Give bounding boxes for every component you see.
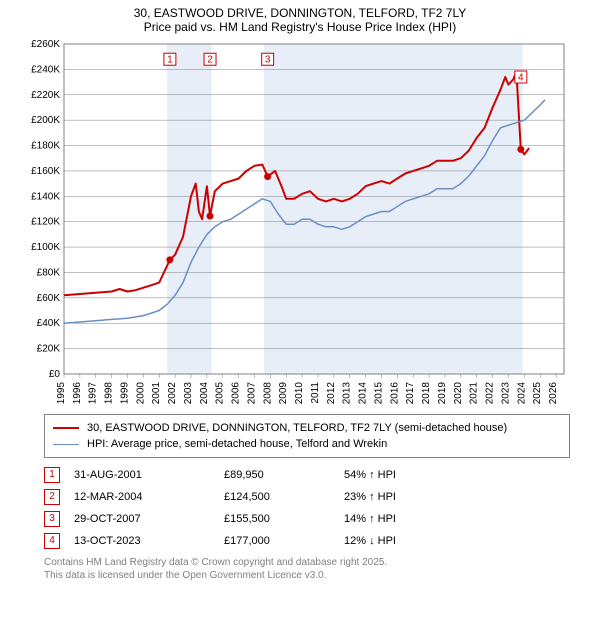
svg-text:1995: 1995 — [56, 382, 67, 405]
footer-line1: Contains HM Land Registry data © Crown c… — [44, 556, 570, 569]
svg-text:£100K: £100K — [31, 242, 60, 253]
svg-text:£140K: £140K — [31, 191, 60, 202]
marker-badge: 3 — [44, 511, 60, 527]
svg-text:2016: 2016 — [389, 382, 400, 405]
svg-text:2002: 2002 — [167, 382, 178, 405]
marker-date: 29-OCT-2007 — [74, 513, 224, 525]
svg-text:2022: 2022 — [485, 382, 496, 405]
marker-badge: 1 — [44, 467, 60, 483]
marker-price: £89,950 — [224, 469, 344, 481]
marker-date: 13-OCT-2023 — [74, 535, 224, 547]
marker-date: 12-MAR-2004 — [74, 491, 224, 503]
svg-text:£260K: £260K — [31, 39, 60, 50]
svg-text:£120K: £120K — [31, 217, 60, 228]
svg-text:2010: 2010 — [294, 382, 305, 405]
marker-price: £177,000 — [224, 535, 344, 547]
svg-text:2012: 2012 — [326, 382, 337, 405]
svg-text:2018: 2018 — [421, 382, 432, 405]
svg-text:£200K: £200K — [31, 115, 60, 126]
svg-text:£0: £0 — [49, 369, 61, 380]
svg-text:£220K: £220K — [31, 90, 60, 101]
legend-swatch-hpi — [53, 444, 79, 445]
svg-text:2023: 2023 — [500, 382, 511, 405]
svg-text:2004: 2004 — [199, 382, 210, 405]
svg-text:1996: 1996 — [72, 382, 83, 405]
legend-label-hpi: HPI: Average price, semi-detached house,… — [87, 436, 387, 452]
svg-text:2006: 2006 — [231, 382, 242, 405]
marker-row: 2 12-MAR-2004 £124,500 23% ↑ HPI — [44, 486, 570, 508]
svg-text:2024: 2024 — [516, 382, 527, 405]
marker-price: £155,500 — [224, 513, 344, 525]
footer: Contains HM Land Registry data © Crown c… — [44, 556, 570, 582]
svg-text:2013: 2013 — [342, 382, 353, 405]
svg-text:2009: 2009 — [278, 382, 289, 405]
svg-text:2019: 2019 — [437, 382, 448, 405]
marker-delta: 54% ↑ HPI — [344, 469, 570, 481]
legend-box: 30, EASTWOOD DRIVE, DONNINGTON, TELFORD,… — [44, 414, 570, 458]
marker-delta: 12% ↓ HPI — [344, 535, 570, 547]
marker-date: 31-AUG-2001 — [74, 469, 224, 481]
marker-row: 4 13-OCT-2023 £177,000 12% ↓ HPI — [44, 530, 570, 552]
svg-text:£160K: £160K — [31, 166, 60, 177]
marker-delta: 14% ↑ HPI — [344, 513, 570, 525]
svg-text:2021: 2021 — [469, 382, 480, 405]
marker-badge: 4 — [44, 533, 60, 549]
svg-text:1999: 1999 — [119, 382, 130, 405]
svg-text:2005: 2005 — [215, 382, 226, 405]
svg-text:1998: 1998 — [104, 382, 115, 405]
price-vs-hpi-chart: £0 £20K £40K £60K £80K £100K £120K £140K £160K £1… — [20, 38, 580, 408]
marker-badge: 2 — [44, 489, 60, 505]
svg-text:2014: 2014 — [358, 382, 369, 405]
marker-delta: 23% ↑ HPI — [344, 491, 570, 503]
svg-text:£180K: £180K — [31, 141, 60, 152]
svg-text:£80K: £80K — [37, 267, 61, 278]
legend-swatch-subject — [53, 427, 79, 429]
svg-text:2011: 2011 — [310, 382, 321, 404]
svg-text:£240K: £240K — [31, 64, 60, 75]
footer-line2: This data is licensed under the Open Gov… — [44, 569, 570, 582]
legend-item-hpi: HPI: Average price, semi-detached house,… — [53, 436, 561, 452]
marker-row: 3 29-OCT-2007 £155,500 14% ↑ HPI — [44, 508, 570, 530]
chart-title-line2: Price paid vs. HM Land Registry's House … — [0, 20, 600, 38]
svg-text:2003: 2003 — [183, 382, 194, 405]
svg-text:1997: 1997 — [88, 382, 99, 405]
legend-label-subject: 30, EASTWOOD DRIVE, DONNINGTON, TELFORD,… — [87, 420, 507, 436]
svg-text:£20K: £20K — [37, 344, 61, 355]
svg-text:4: 4 — [518, 73, 524, 84]
marker-price: £124,500 — [224, 491, 344, 503]
svg-text:1: 1 — [167, 55, 173, 66]
svg-text:£40K: £40K — [37, 318, 61, 329]
legend-item-subject: 30, EASTWOOD DRIVE, DONNINGTON, TELFORD,… — [53, 420, 561, 436]
svg-text:2026: 2026 — [548, 382, 559, 405]
svg-text:2015: 2015 — [373, 382, 384, 405]
svg-text:2001: 2001 — [151, 382, 162, 405]
svg-text:£60K: £60K — [37, 293, 61, 304]
svg-text:2008: 2008 — [262, 382, 273, 405]
markers-table: 1 31-AUG-2001 £89,950 54% ↑ HPI 2 12-MAR… — [44, 464, 570, 552]
svg-text:2000: 2000 — [135, 382, 146, 405]
svg-text:2020: 2020 — [453, 382, 464, 405]
chart-title-line1: 30, EASTWOOD DRIVE, DONNINGTON, TELFORD,… — [0, 0, 600, 20]
svg-text:2025: 2025 — [532, 382, 543, 405]
svg-text:3: 3 — [265, 55, 271, 66]
marker-row: 1 31-AUG-2001 £89,950 54% ↑ HPI — [44, 464, 570, 486]
svg-text:2017: 2017 — [405, 382, 416, 405]
svg-text:2007: 2007 — [246, 382, 257, 405]
svg-text:2: 2 — [207, 55, 213, 66]
